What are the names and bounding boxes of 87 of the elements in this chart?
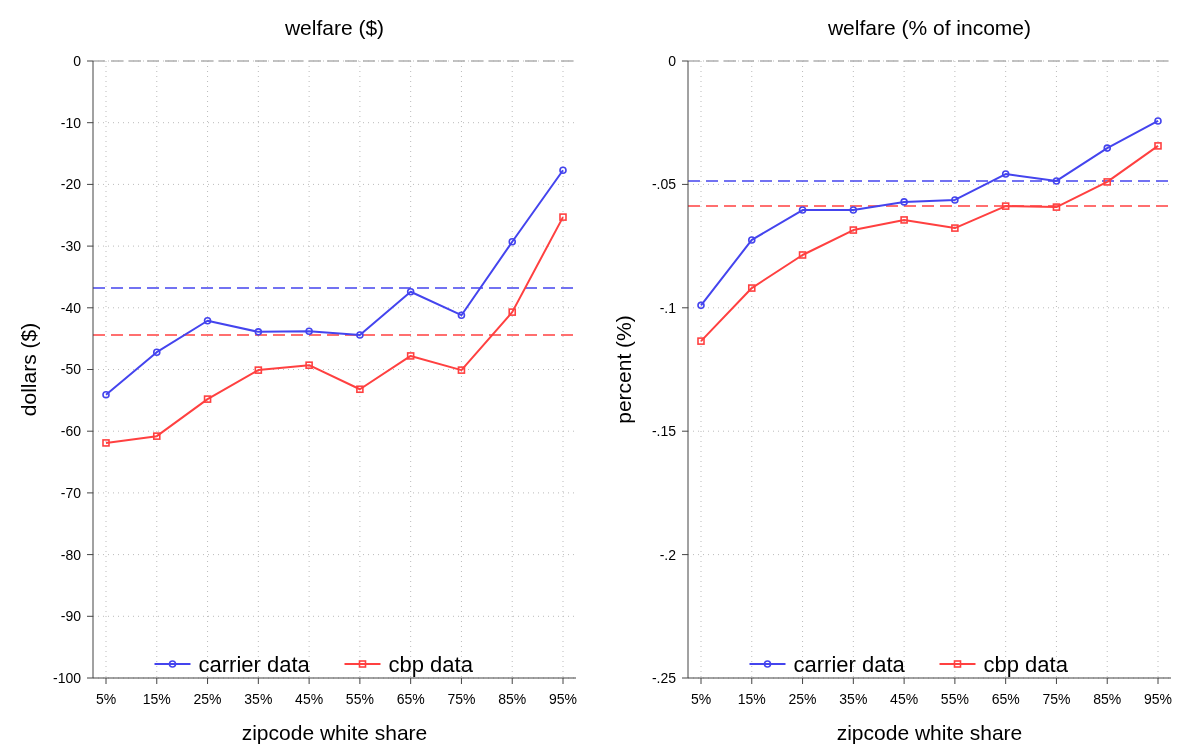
x-tick-label: 55%	[345, 691, 374, 707]
point	[152, 348, 161, 357]
legend-label: cbp data	[983, 651, 1069, 677]
x-tick-label: 95%	[548, 691, 578, 707]
y-tick-label: -.25	[651, 669, 677, 686]
point	[203, 316, 212, 325]
x-tick-label: 35%	[244, 691, 273, 707]
x-tick-label: 5%	[95, 691, 117, 707]
point	[203, 395, 212, 403]
x-tick-label: 55%	[940, 691, 969, 707]
x-tick-label: 25%	[788, 691, 817, 707]
x-tick-label: 15%	[737, 691, 766, 707]
point	[305, 327, 313, 336]
point	[356, 385, 364, 394]
point	[697, 301, 705, 310]
x-axis-title: zipcode white share	[836, 721, 1023, 744]
y-tick-label: -50	[60, 361, 82, 378]
x-tick-label: 65%	[991, 691, 1020, 707]
point	[254, 366, 263, 374]
point	[406, 287, 415, 296]
y-tick-label: -90	[60, 608, 82, 625]
point	[559, 213, 567, 221]
x-tick-label: 85%	[498, 691, 527, 707]
x-tick-label: 35%	[839, 691, 868, 707]
x-axis-title: zipcode white share	[241, 721, 428, 744]
y-tick-label: 0	[668, 52, 677, 69]
chart-title: welfare (% of income)	[826, 16, 1032, 39]
x-tick-label: 75%	[447, 691, 476, 707]
point	[747, 236, 756, 244]
point	[508, 237, 517, 246]
point	[102, 391, 110, 399]
point	[747, 284, 756, 292]
point	[254, 328, 263, 336]
point	[798, 206, 807, 214]
point	[1154, 142, 1162, 150]
y-axis-title: percent (%)	[612, 315, 635, 424]
legend-label: carrier data	[793, 651, 906, 677]
point	[457, 366, 466, 374]
y-tick-label: 0	[73, 52, 82, 69]
point	[559, 166, 567, 175]
x-tick-label: 75%	[1042, 691, 1071, 707]
point	[951, 196, 959, 204]
y-axis-title: dollars ($)	[17, 322, 40, 417]
y-tick-label: -60	[60, 423, 82, 440]
y-tick-label: -70	[60, 484, 82, 501]
point	[900, 198, 908, 206]
legend-label: cbp data	[388, 651, 474, 677]
point	[849, 206, 858, 214]
point	[1103, 178, 1112, 186]
x-tick-label: 85%	[1093, 691, 1122, 707]
point	[900, 216, 908, 224]
point	[1154, 117, 1162, 125]
y-tick-label: -.2	[659, 546, 677, 563]
y-tick-label: -10	[60, 114, 82, 131]
point	[356, 331, 364, 339]
point	[697, 337, 705, 345]
x-tick-label: 45%	[295, 691, 324, 707]
legend-label: carrier data	[198, 651, 311, 677]
y-tick-label: -100	[52, 669, 82, 686]
x-tick-label: 45%	[890, 691, 919, 707]
y-tick-label: -40	[60, 299, 82, 316]
x-tick-label: 65%	[396, 691, 425, 707]
y-tick-label: -20	[60, 176, 82, 193]
x-tick-label: 95%	[1143, 691, 1173, 707]
chart-title: welfare ($)	[283, 16, 385, 39]
point	[1052, 177, 1061, 185]
point	[1103, 144, 1112, 152]
y-tick-label: -.1	[659, 299, 677, 316]
point	[951, 224, 959, 232]
point	[305, 361, 313, 369]
y-tick-label: -30	[60, 238, 82, 254]
x-tick-label: 25%	[193, 691, 222, 707]
point	[102, 439, 110, 447]
x-tick-label: 5%	[690, 691, 712, 707]
point	[798, 251, 807, 259]
point	[457, 311, 466, 319]
point	[152, 432, 161, 440]
point	[1001, 170, 1010, 178]
y-tick-label: -.15	[651, 423, 677, 440]
point	[508, 308, 517, 316]
point	[849, 226, 858, 234]
point	[1052, 203, 1061, 211]
x-tick-label: 15%	[142, 691, 171, 707]
y-tick-label: -.05	[651, 176, 677, 193]
point	[1001, 202, 1010, 210]
y-tick-label: -80	[60, 546, 82, 563]
point	[406, 352, 415, 360]
